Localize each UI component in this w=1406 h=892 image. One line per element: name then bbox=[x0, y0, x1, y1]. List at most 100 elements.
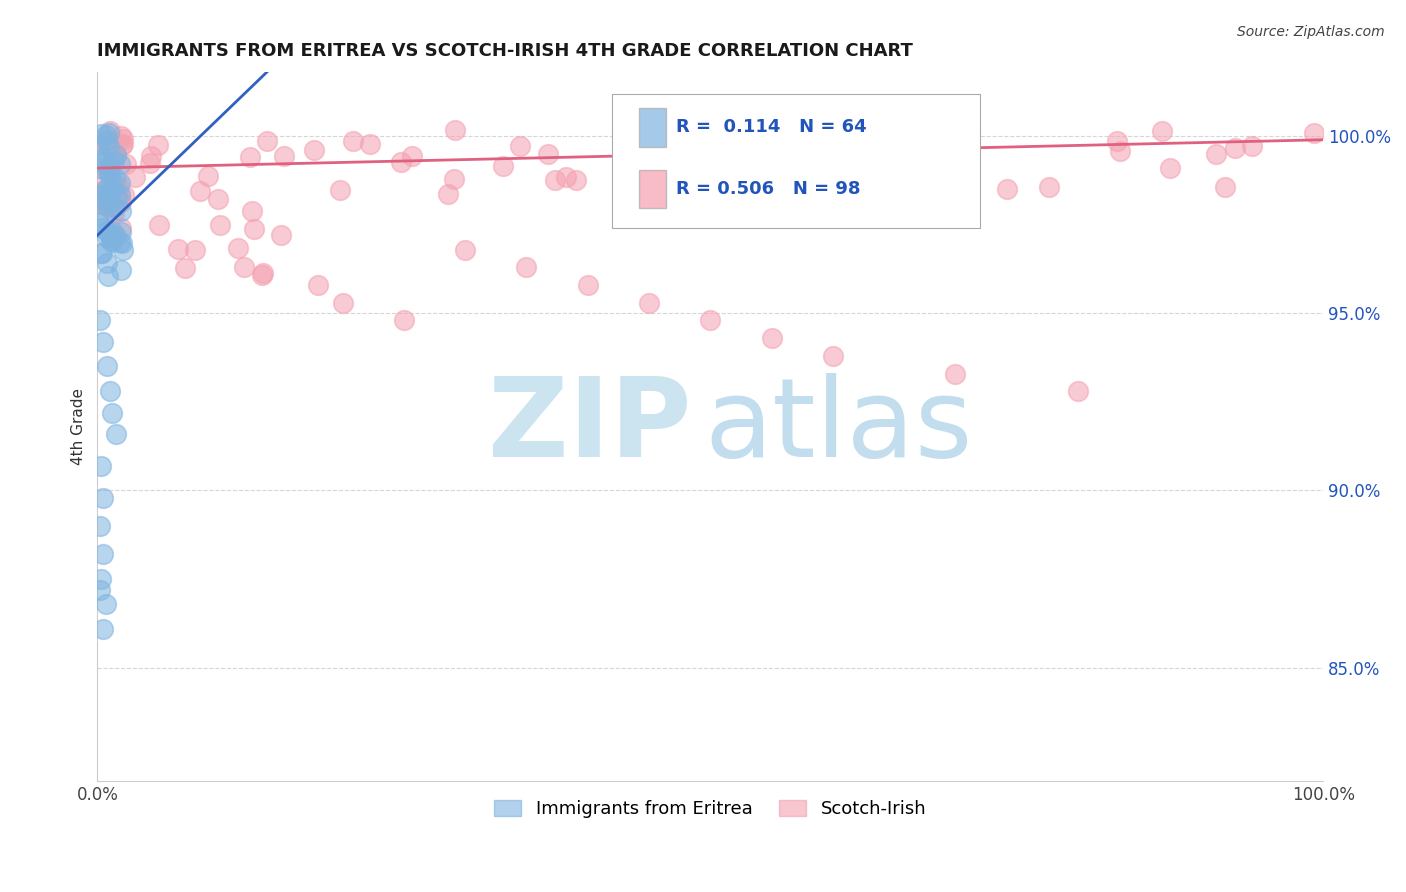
Point bbox=[86, 185, 108, 199]
Point bbox=[329, 183, 352, 197]
Point bbox=[90, 246, 112, 260]
Point bbox=[761, 331, 783, 345]
Point bbox=[90, 127, 112, 141]
Point bbox=[90, 458, 112, 473]
Point bbox=[138, 155, 160, 169]
Point bbox=[115, 157, 138, 171]
Point bbox=[239, 150, 262, 164]
Point bbox=[250, 268, 273, 282]
Point bbox=[104, 229, 127, 244]
Point bbox=[89, 197, 111, 211]
Point bbox=[737, 129, 759, 144]
Text: R =  0.114   N = 64: R = 0.114 N = 64 bbox=[676, 119, 866, 136]
Point bbox=[443, 172, 465, 186]
Point bbox=[103, 186, 125, 201]
Point bbox=[208, 218, 231, 232]
Point bbox=[101, 405, 124, 419]
Point bbox=[93, 196, 115, 211]
Point bbox=[97, 200, 120, 214]
Point bbox=[100, 144, 122, 158]
Point bbox=[96, 256, 118, 270]
Point bbox=[90, 572, 112, 586]
Point bbox=[93, 334, 115, 349]
Point bbox=[93, 547, 115, 561]
Point bbox=[108, 156, 131, 170]
Point bbox=[110, 221, 132, 235]
Point bbox=[173, 260, 195, 275]
Point bbox=[112, 188, 135, 202]
Point bbox=[240, 204, 263, 219]
Point bbox=[91, 155, 114, 169]
Point bbox=[1105, 134, 1128, 148]
Point bbox=[1159, 161, 1181, 175]
Point bbox=[111, 137, 134, 152]
Point bbox=[576, 278, 599, 293]
Text: R = 0.506   N = 98: R = 0.506 N = 98 bbox=[676, 180, 860, 198]
Point bbox=[624, 145, 647, 160]
Text: Source: ZipAtlas.com: Source: ZipAtlas.com bbox=[1237, 25, 1385, 39]
Point bbox=[87, 134, 110, 148]
Point bbox=[104, 148, 127, 162]
Point bbox=[91, 172, 114, 186]
Point bbox=[139, 149, 162, 163]
Point bbox=[89, 140, 111, 154]
Point bbox=[108, 186, 131, 201]
Y-axis label: 4th Grade: 4th Grade bbox=[72, 388, 86, 466]
Point bbox=[565, 173, 588, 187]
Text: atlas: atlas bbox=[704, 373, 973, 480]
Point bbox=[233, 260, 256, 275]
Point bbox=[243, 221, 266, 235]
Point bbox=[197, 169, 219, 183]
Point bbox=[662, 145, 685, 160]
Point bbox=[307, 278, 329, 293]
Point bbox=[98, 228, 121, 243]
Point bbox=[1205, 146, 1227, 161]
Point bbox=[97, 169, 120, 183]
Point bbox=[110, 204, 132, 219]
Point bbox=[104, 199, 127, 213]
Point bbox=[98, 195, 121, 210]
Point bbox=[444, 123, 467, 137]
Point bbox=[392, 313, 415, 327]
Point bbox=[90, 137, 112, 152]
Point bbox=[544, 173, 567, 187]
Point bbox=[1038, 179, 1060, 194]
Point bbox=[515, 260, 537, 275]
Point bbox=[1240, 139, 1263, 153]
Point bbox=[167, 242, 190, 256]
Point bbox=[96, 229, 118, 244]
Point bbox=[226, 241, 249, 255]
Point bbox=[844, 125, 866, 139]
Point bbox=[304, 144, 326, 158]
Point bbox=[754, 158, 776, 172]
Point bbox=[93, 152, 115, 166]
Point bbox=[87, 188, 110, 202]
FancyBboxPatch shape bbox=[612, 94, 980, 228]
Point bbox=[111, 137, 134, 152]
Point bbox=[554, 169, 576, 184]
Point bbox=[87, 215, 110, 229]
Point bbox=[91, 187, 114, 202]
Point bbox=[98, 158, 121, 172]
Legend: Immigrants from Eritrea, Scotch-Irish: Immigrants from Eritrea, Scotch-Irish bbox=[486, 792, 934, 825]
Point bbox=[96, 359, 118, 374]
Point bbox=[699, 313, 721, 327]
Point bbox=[184, 243, 207, 257]
Point bbox=[1223, 141, 1246, 155]
FancyBboxPatch shape bbox=[640, 169, 666, 209]
Text: IMMIGRANTS FROM ERITREA VS SCOTCH-IRISH 4TH GRADE CORRELATION CHART: IMMIGRANTS FROM ERITREA VS SCOTCH-IRISH … bbox=[97, 42, 914, 60]
Point bbox=[110, 225, 132, 239]
Point bbox=[89, 519, 111, 533]
Point bbox=[389, 154, 412, 169]
Point bbox=[98, 126, 121, 140]
Point bbox=[104, 426, 127, 441]
Point bbox=[111, 235, 134, 250]
Point bbox=[741, 128, 763, 142]
Point bbox=[332, 295, 354, 310]
Point bbox=[101, 228, 124, 243]
Point bbox=[90, 187, 112, 202]
Point bbox=[93, 622, 115, 636]
Point bbox=[1152, 124, 1174, 138]
Point bbox=[104, 170, 127, 185]
Point bbox=[821, 349, 844, 363]
